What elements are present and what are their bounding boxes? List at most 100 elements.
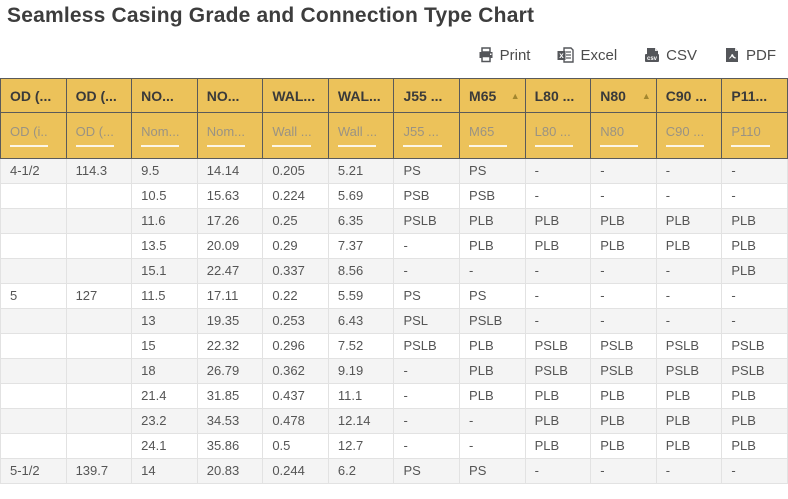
table-cell: PS bbox=[393, 158, 461, 184]
column-header-0[interactable]: OD (... bbox=[0, 78, 67, 113]
column-filter-cell-0: OD (i... bbox=[0, 112, 67, 159]
table-cell: 12.14 bbox=[327, 408, 395, 434]
table-cell: - bbox=[590, 458, 657, 484]
column-filter-cell-6: J55 ... bbox=[393, 112, 461, 159]
table-row-0: 4-1/2 114.3 9.5 14.14 0.205 5.21 PS PS - - - - bbox=[0, 158, 788, 184]
table-cell: PS bbox=[393, 458, 461, 484]
table-cell: 22.47 bbox=[196, 258, 264, 284]
table-cell: PSLB bbox=[459, 308, 526, 334]
table-cell: PLB bbox=[721, 408, 788, 434]
column-header-label: NO... bbox=[206, 87, 240, 104]
table-cell: 5 bbox=[0, 283, 67, 309]
svg-text:x: x bbox=[560, 51, 565, 60]
column-filter-input-6[interactable]: J55 ... bbox=[403, 124, 442, 147]
table-cell: PSLB bbox=[721, 358, 788, 384]
table-cell: - bbox=[524, 283, 592, 309]
column-filter-input-5[interactable]: Wall ... bbox=[337, 124, 377, 147]
table-cell: PLB bbox=[590, 408, 657, 434]
column-filter-input-1[interactable]: OD (... bbox=[75, 124, 114, 147]
table-cell: PLB bbox=[721, 258, 788, 284]
column-header-9[interactable]: ▲ N80 bbox=[590, 78, 657, 113]
column-filter-cell-9: N80 bbox=[590, 112, 657, 159]
table-cell: 13 bbox=[131, 308, 198, 334]
column-header-5[interactable]: WAL... bbox=[327, 78, 395, 113]
column-header-2[interactable]: NO... bbox=[131, 78, 198, 113]
table-cell: - bbox=[524, 158, 592, 184]
column-filter-input-4[interactable]: Wall ... bbox=[272, 124, 311, 147]
column-filter-cell-2: Nom.... bbox=[131, 112, 198, 159]
printer-icon bbox=[478, 47, 494, 63]
excel-button[interactable]: x Excel bbox=[557, 47, 617, 64]
column-header-3[interactable]: NO... bbox=[196, 78, 264, 113]
column-header-7[interactable]: ▲ M65 bbox=[459, 78, 526, 113]
column-filter-input-0[interactable]: OD (i... bbox=[10, 124, 49, 147]
table-cell: PLB bbox=[459, 358, 526, 384]
pdf-icon bbox=[724, 47, 740, 63]
table-cell: 4-1/2 bbox=[0, 158, 67, 184]
table-cell: PLB bbox=[590, 208, 657, 234]
table-cell: 5-1/2 bbox=[0, 458, 67, 484]
table-cell bbox=[0, 333, 67, 359]
column-header-11[interactable]: P11... bbox=[721, 78, 788, 113]
print-button[interactable]: Print bbox=[478, 47, 530, 64]
table-cell: 5.59 bbox=[327, 283, 395, 309]
column-header-1[interactable]: OD (... bbox=[65, 78, 133, 113]
column-filter-cell-7: M65 bbox=[459, 112, 526, 159]
table-cell: PSL bbox=[393, 308, 461, 334]
table-cell: 15 bbox=[131, 333, 198, 359]
table-cell: - bbox=[393, 358, 461, 384]
table-cell: 17.11 bbox=[196, 283, 264, 309]
table-cell: 23.2 bbox=[131, 408, 198, 434]
table-cell bbox=[65, 258, 133, 284]
column-header-label: WAL... bbox=[337, 87, 381, 104]
table-cell: PLB bbox=[524, 208, 592, 234]
table-cell: 0.224 bbox=[262, 183, 329, 209]
table-cell bbox=[65, 233, 133, 259]
table-cell: 0.296 bbox=[262, 333, 329, 359]
csv-button[interactable]: csv CSV bbox=[644, 47, 697, 64]
table-cell: - bbox=[524, 308, 592, 334]
column-filter-input-8[interactable]: L80 ... bbox=[534, 124, 573, 147]
column-header-label: OD (... bbox=[75, 87, 117, 104]
column-header-6[interactable]: J55 ... bbox=[393, 78, 461, 113]
table-cell: 0.205 bbox=[262, 158, 329, 184]
table-cell: PSLB bbox=[393, 208, 461, 234]
column-filter-input-9[interactable]: N80 bbox=[600, 124, 639, 147]
table-cell: 18 bbox=[131, 358, 198, 384]
excel-icon: x bbox=[557, 47, 575, 63]
table-cell: - bbox=[459, 408, 526, 434]
table-cell: 7.37 bbox=[327, 233, 395, 259]
table-body: 4-1/2 114.3 9.5 14.14 0.205 5.21 PS PS - - - -10.5 1… bbox=[0, 158, 788, 484]
column-filter-input-10[interactable]: C90 ... bbox=[665, 124, 704, 147]
column-header-10[interactable]: C90 ... bbox=[655, 78, 723, 113]
column-filter-input-2[interactable]: Nom.... bbox=[141, 124, 180, 147]
table-cell bbox=[65, 183, 133, 209]
pdf-button[interactable]: PDF bbox=[724, 47, 776, 64]
table-cell: PLB bbox=[459, 333, 526, 359]
column-filter-input-3[interactable]: Nom.... bbox=[206, 124, 245, 147]
table-cell: 0.244 bbox=[262, 458, 329, 484]
table-row-9: 21.4 31.85 0.437 11.1- PLB PLB PLB PLB PLB bbox=[0, 383, 788, 409]
column-header-label: P11... bbox=[731, 87, 768, 104]
table-cell bbox=[0, 308, 67, 334]
table-cell: 0.253 bbox=[262, 308, 329, 334]
table-cell: PS bbox=[459, 283, 526, 309]
table-cell: 35.86 bbox=[196, 433, 264, 459]
table-cell: - bbox=[393, 408, 461, 434]
column-header-8[interactable]: L80 ... bbox=[524, 78, 592, 113]
column-header-4[interactable]: WAL... bbox=[262, 78, 329, 113]
column-filter-input-11[interactable]: P110 bbox=[731, 124, 770, 147]
table-cell bbox=[0, 433, 67, 459]
table-cell: - bbox=[655, 158, 723, 184]
header-row: OD (... OD (... NO... NO... WAL... WAL... J55 … bbox=[0, 78, 788, 113]
table-cell: 0.5 bbox=[262, 433, 329, 459]
column-filter-input-7[interactable]: M65 bbox=[469, 124, 508, 147]
excel-label: Excel bbox=[580, 46, 618, 64]
table-cell: 13.5 bbox=[131, 233, 198, 259]
table-cell: - bbox=[655, 458, 723, 484]
table-cell: - bbox=[721, 283, 788, 309]
table-cell: PLB bbox=[524, 383, 592, 409]
table-cell: 5.69 bbox=[327, 183, 395, 209]
table-cell: - bbox=[393, 258, 461, 284]
column-header-label: WAL... bbox=[272, 87, 316, 104]
